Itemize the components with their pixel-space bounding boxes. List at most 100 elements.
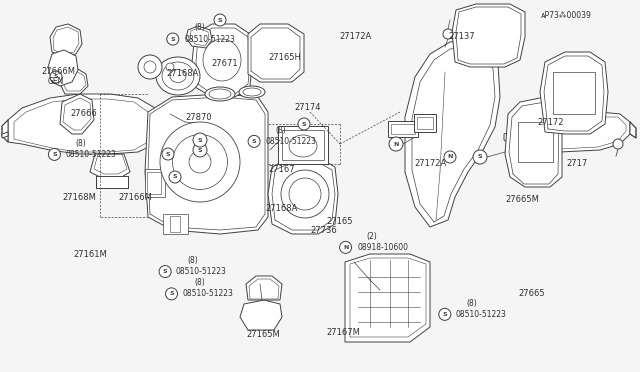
Text: (8): (8) (188, 256, 198, 265)
Circle shape (144, 61, 156, 73)
Text: N: N (447, 154, 452, 160)
Bar (518, 122, 553, 162)
Text: 27168A: 27168A (166, 69, 199, 78)
Polygon shape (504, 132, 510, 144)
Ellipse shape (239, 86, 265, 98)
Circle shape (340, 241, 351, 253)
Circle shape (214, 14, 226, 26)
Circle shape (166, 63, 174, 71)
Circle shape (248, 135, 260, 147)
Text: (8): (8) (76, 139, 86, 148)
Polygon shape (452, 4, 525, 67)
Ellipse shape (156, 57, 200, 95)
Ellipse shape (189, 151, 211, 173)
Text: S: S (477, 154, 483, 160)
Bar (417, 117, 433, 129)
Circle shape (193, 133, 207, 147)
Polygon shape (145, 94, 268, 234)
Ellipse shape (173, 135, 227, 189)
Polygon shape (50, 24, 82, 56)
Text: S: S (54, 74, 58, 80)
Circle shape (167, 33, 179, 45)
Text: 27174: 27174 (294, 103, 321, 112)
Circle shape (159, 266, 171, 278)
Text: 27165: 27165 (326, 217, 353, 226)
Polygon shape (165, 120, 171, 138)
Polygon shape (8, 94, 165, 154)
Text: S: S (163, 269, 168, 274)
Text: S: S (301, 122, 307, 126)
Circle shape (473, 150, 487, 164)
Polygon shape (192, 24, 252, 97)
Polygon shape (48, 50, 78, 86)
Text: 27167: 27167 (269, 165, 296, 174)
Text: 27666M: 27666M (42, 67, 76, 76)
Text: S: S (198, 148, 202, 153)
Circle shape (50, 71, 62, 83)
Bar (391, 124, 415, 134)
Text: ᴀP73⁂00039: ᴀP73⁂00039 (541, 11, 591, 20)
Polygon shape (248, 24, 304, 82)
Bar (388, 121, 418, 137)
Ellipse shape (160, 122, 240, 202)
Text: 08918-10600: 08918-10600 (357, 243, 408, 252)
Text: S: S (170, 36, 175, 42)
Bar (282, 130, 324, 160)
Text: 08510-51223: 08510-51223 (456, 310, 506, 319)
Text: 27870: 27870 (186, 113, 212, 122)
Ellipse shape (170, 70, 186, 83)
Circle shape (49, 148, 60, 160)
Polygon shape (90, 154, 130, 178)
Text: 08510-51223: 08510-51223 (184, 35, 235, 44)
Text: 27137: 27137 (448, 32, 475, 41)
Text: 27168A: 27168A (266, 204, 298, 213)
Text: S: S (52, 152, 57, 157)
Text: (8): (8) (275, 126, 286, 135)
Text: S: S (169, 291, 174, 296)
Text: 27665M: 27665M (506, 195, 540, 203)
Polygon shape (405, 40, 500, 227)
Text: 27665: 27665 (518, 289, 545, 298)
Text: 08510-51223: 08510-51223 (266, 137, 316, 146)
Bar (96, 176, 128, 188)
Text: 27168M: 27168M (63, 193, 97, 202)
Ellipse shape (289, 178, 321, 210)
Circle shape (138, 55, 162, 79)
Bar (278, 126, 328, 164)
Text: 27166M: 27166M (118, 193, 152, 202)
Text: S: S (442, 312, 447, 317)
Text: 27172A: 27172A (339, 32, 371, 41)
Text: 08510-51223: 08510-51223 (176, 267, 227, 276)
Text: GEN: GEN (48, 77, 65, 86)
Text: N: N (394, 141, 399, 147)
Text: N: N (343, 245, 348, 250)
Bar (414, 114, 436, 132)
Circle shape (298, 118, 310, 130)
Circle shape (162, 148, 174, 160)
Circle shape (193, 143, 207, 157)
Text: 27671: 27671 (211, 60, 238, 68)
Text: (8): (8) (194, 23, 205, 32)
Text: S: S (218, 17, 222, 22)
Ellipse shape (281, 170, 329, 218)
Text: (8): (8) (466, 299, 477, 308)
Circle shape (389, 137, 403, 151)
Ellipse shape (162, 62, 194, 90)
Polygon shape (345, 254, 430, 342)
Circle shape (444, 151, 456, 163)
Ellipse shape (243, 88, 261, 96)
Text: 08510-51223: 08510-51223 (66, 150, 116, 159)
Text: (8): (8) (194, 278, 205, 287)
Polygon shape (60, 68, 88, 94)
Polygon shape (505, 97, 562, 187)
Ellipse shape (205, 87, 235, 101)
Bar (145, 169, 165, 197)
Text: S: S (252, 139, 257, 144)
Text: 27666: 27666 (70, 109, 97, 118)
Bar (170, 216, 180, 232)
Circle shape (443, 29, 453, 39)
Polygon shape (240, 300, 282, 330)
Polygon shape (246, 276, 282, 300)
Circle shape (166, 288, 177, 300)
Polygon shape (2, 120, 8, 142)
